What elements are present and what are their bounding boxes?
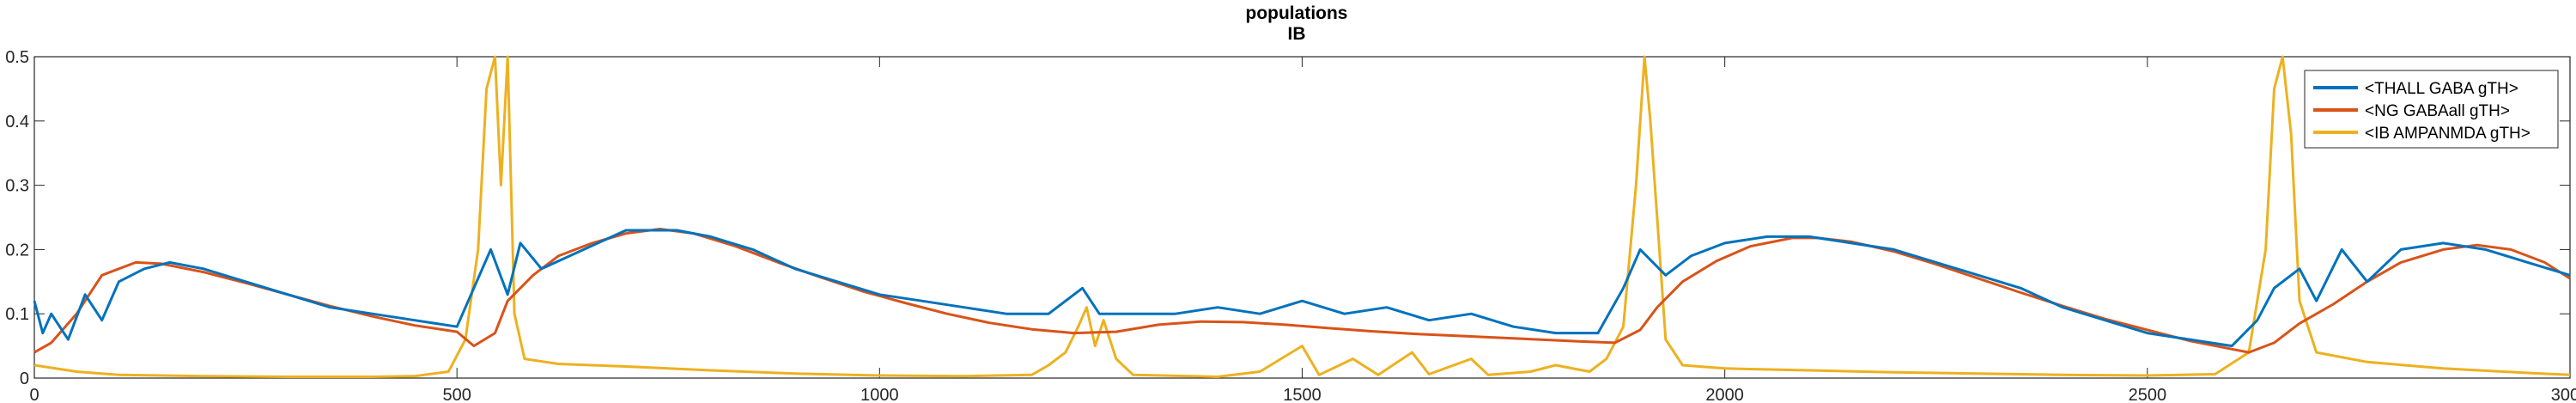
x-tick-label: 1000 [860, 386, 899, 403]
chart-title: populations [1246, 3, 1348, 23]
legend: <THALL GABA gTH> <NG GABAall gTH> <IB AMPA… [2304, 70, 2559, 149]
x-tick-label: 1500 [1283, 386, 1321, 403]
y-tick-label: 0.5 [5, 48, 29, 67]
series-line-2 [33, 55, 2571, 378]
legend-label: <IB AMPANMDA gTH> [2365, 125, 2530, 143]
y-tick-label: 0 [20, 369, 29, 388]
x-tick-label: 2500 [2129, 386, 2167, 403]
legend-label: <THALL GABA gTH> [2365, 80, 2518, 98]
series-layer [33, 55, 2571, 378]
series-line-1 [33, 228, 2571, 354]
plot-area [33, 56, 2571, 379]
y-tick-label: 0.2 [5, 241, 29, 260]
chart-subtitle: IB [1288, 24, 1306, 44]
series-line-0 [33, 229, 2571, 348]
legend-label: <NG GABAall gTH> [2365, 102, 2510, 120]
y-tick-label: 0.4 [5, 113, 29, 131]
x-tick-label: 500 [442, 386, 471, 403]
x-tick-label: 0 [29, 386, 39, 403]
y-tick-label: 0.3 [5, 177, 29, 196]
x-tick-label: 2000 [1705, 386, 1744, 403]
y-tick-label: 0.1 [5, 305, 29, 324]
